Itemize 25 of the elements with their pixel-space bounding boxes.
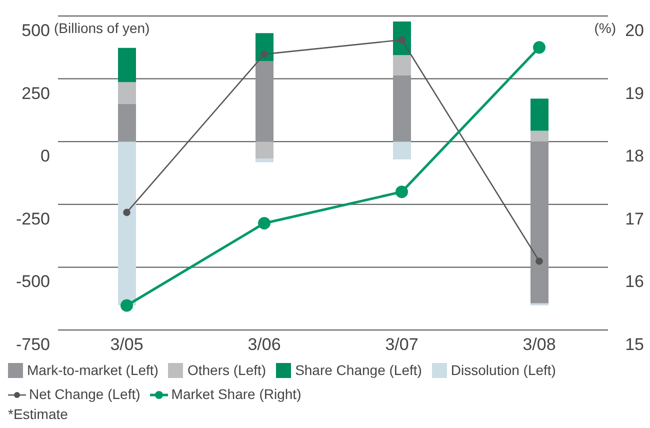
legend-label: Market Share (Right) xyxy=(170,385,302,404)
legend-label: Net Change (Left) xyxy=(28,385,140,404)
y-tick-label: 250 xyxy=(22,84,50,103)
y2-tick-label: 17 xyxy=(625,209,644,228)
x-tick-label: 3/07 xyxy=(385,335,418,354)
legend-label: Share Change (Left) xyxy=(294,361,422,380)
legend-label: Dissolution (Left) xyxy=(450,361,556,380)
y-tick-label: -500 xyxy=(16,272,50,292)
y-axis-title: (Billions of yen) xyxy=(54,20,150,36)
x-tick-label: 3/08 xyxy=(522,335,556,354)
y-tick-label: 500 xyxy=(22,21,50,40)
y2-tick-label: 20 xyxy=(625,21,644,40)
y-tick-label: -750 xyxy=(16,335,50,354)
y2-axis-title: (%) xyxy=(594,20,616,36)
y2-tick-label: 15 xyxy=(625,335,644,354)
y2-tick-label: 19 xyxy=(625,84,644,103)
legend-label: Others (Left) xyxy=(186,361,266,380)
y2-tick-label: 16 xyxy=(625,272,644,292)
x-tick-label: 3/05 xyxy=(110,335,144,354)
y-tick-label: 0 xyxy=(40,146,50,166)
x-tick-label: 3/06 xyxy=(248,335,281,354)
legend-label: Mark-to-market (Left) xyxy=(26,361,158,380)
text: *Estimate xyxy=(7,406,69,422)
y2-tick-label: 18 xyxy=(625,146,644,166)
y-tick-label: -250 xyxy=(16,209,50,228)
